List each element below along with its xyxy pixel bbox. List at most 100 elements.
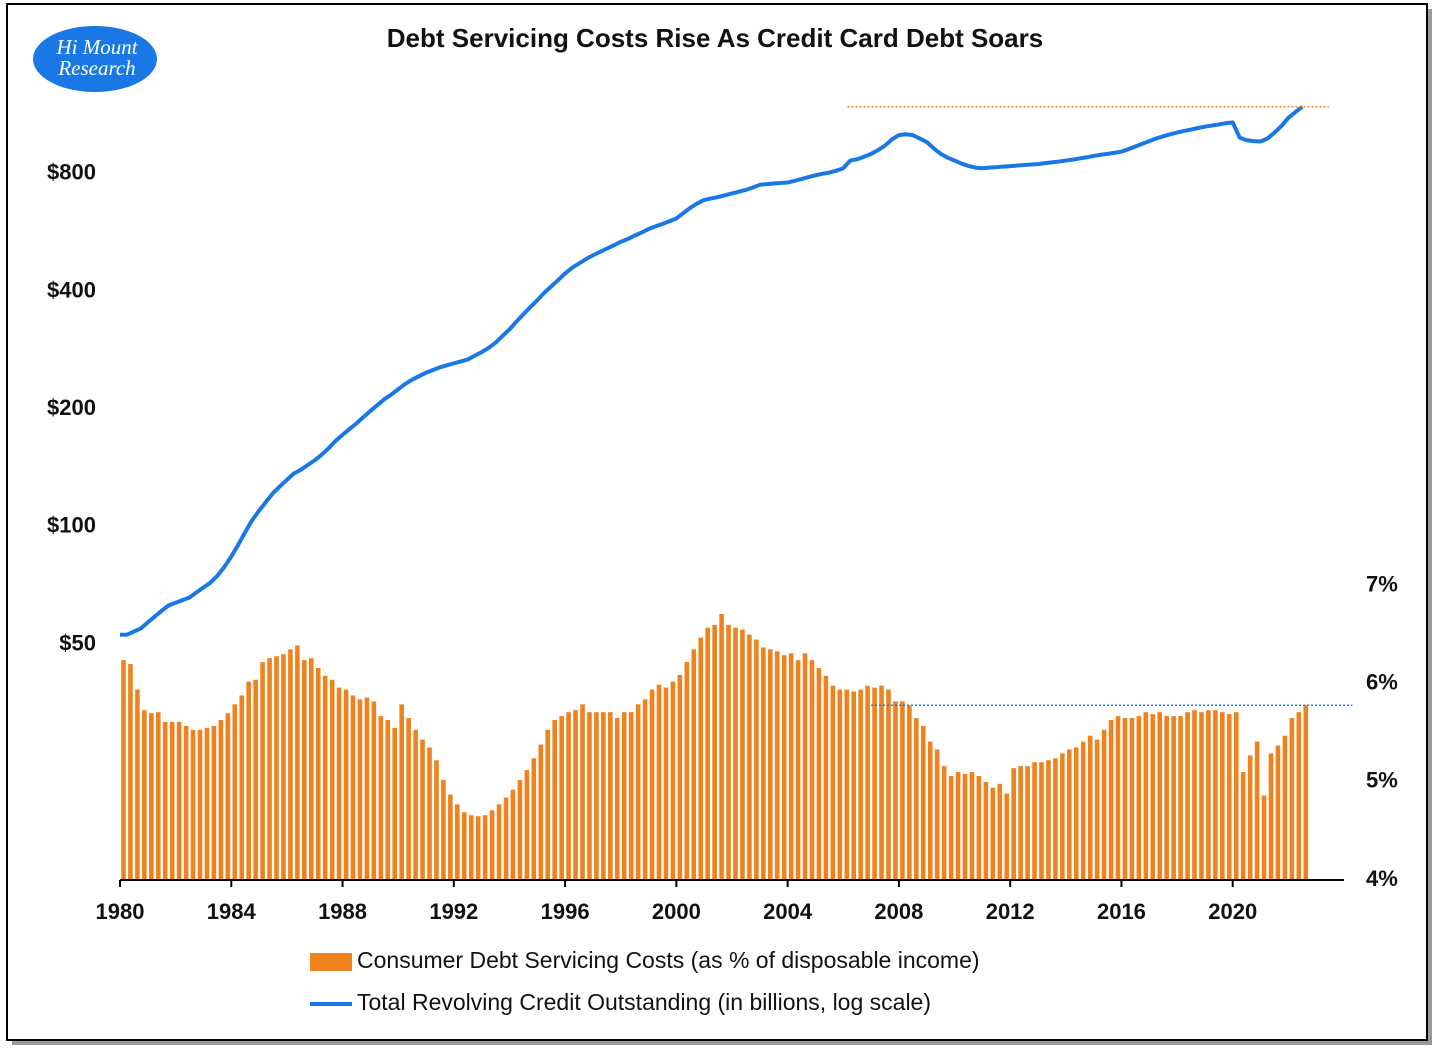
bar: [1296, 712, 1302, 880]
bar: [1046, 760, 1051, 880]
bar: [350, 695, 356, 880]
y-tick-label: $50: [59, 630, 96, 655]
bar: [781, 655, 787, 880]
bar: [656, 684, 662, 880]
bar: [865, 685, 870, 880]
legend-label: Total Revolving Credit Outstanding (in b…: [357, 989, 931, 1015]
bar: [802, 653, 808, 880]
bar: [1254, 741, 1260, 880]
bar: [1073, 747, 1079, 880]
x-tick-label: 2012: [986, 899, 1035, 924]
bar: [573, 710, 578, 880]
bar: [997, 783, 1003, 880]
bar: [893, 701, 898, 880]
bar: [1268, 753, 1274, 880]
bar: [392, 727, 398, 880]
y2-tick-label: 7%: [1366, 571, 1398, 596]
x-tick-label: 1980: [96, 899, 145, 924]
bar: [239, 695, 245, 880]
logo-text: Research: [57, 56, 135, 80]
bar: [142, 710, 147, 880]
bar: [1213, 710, 1218, 880]
bar: [1108, 720, 1114, 880]
x-tick-label: 1992: [429, 899, 478, 924]
bar: [1150, 714, 1156, 880]
bar: [1226, 714, 1232, 880]
bar: [162, 721, 168, 880]
bar: [232, 704, 238, 880]
bar: [1053, 758, 1058, 880]
bar: [169, 721, 175, 880]
bar: [1233, 712, 1239, 880]
x-tick-label: 2004: [763, 899, 813, 924]
bar: [1011, 768, 1016, 880]
bar: [399, 704, 404, 880]
bar: [552, 720, 557, 880]
bar: [1164, 716, 1169, 880]
x-tick-label: 2016: [1097, 899, 1146, 924]
bar: [204, 727, 210, 880]
bar: [879, 685, 884, 880]
bar: [1303, 705, 1309, 880]
x-tick-label: 1988: [318, 899, 367, 924]
bar: [1080, 741, 1086, 880]
bar: [420, 739, 425, 880]
bar: [1185, 712, 1190, 880]
bar: [955, 772, 961, 880]
bar: [948, 775, 954, 880]
bar: [628, 712, 634, 880]
bar: [761, 647, 766, 880]
bar: [288, 649, 293, 880]
bar: [677, 674, 683, 880]
bar: [754, 639, 759, 880]
bar: [559, 716, 564, 880]
bar: [684, 662, 690, 880]
bar: [886, 689, 891, 880]
bar: [920, 725, 926, 880]
bar: [503, 797, 509, 880]
y2-tick-label: 4%: [1366, 866, 1398, 891]
bar: [197, 729, 203, 880]
bar: [482, 815, 488, 880]
bar: [517, 779, 523, 880]
y-tick-label: $200: [47, 395, 96, 420]
bar: [406, 718, 411, 880]
bar: [468, 815, 474, 880]
bar: [281, 654, 286, 880]
bar: [267, 658, 272, 880]
bar: [1143, 712, 1149, 880]
bar: [253, 679, 258, 880]
bar: [357, 699, 363, 880]
bar: [302, 660, 307, 880]
bar: [1060, 753, 1065, 880]
bar: [371, 701, 377, 880]
bar: [329, 679, 335, 880]
bar: [1136, 716, 1142, 880]
bar: [1206, 710, 1211, 880]
logo-badge: [33, 26, 157, 92]
bar: [176, 721, 182, 880]
bar: [183, 725, 189, 880]
bar: [642, 699, 648, 880]
bar: [608, 712, 613, 880]
bar: [441, 779, 446, 880]
bar: [594, 712, 599, 880]
bar: [336, 687, 342, 880]
y2-tick-label: 5%: [1366, 768, 1398, 793]
bar: [1115, 716, 1121, 880]
bar: [712, 624, 717, 880]
bar: [698, 637, 704, 880]
legend-label: Consumer Debt Servicing Costs (as % of d…: [357, 947, 980, 973]
bar: [1178, 716, 1183, 880]
y-tick-label: $100: [47, 513, 96, 538]
bar: [496, 804, 502, 880]
bar: [121, 660, 126, 880]
bar: [211, 725, 217, 880]
bar: [1240, 772, 1246, 880]
bar: [308, 658, 314, 880]
legend-swatch: [310, 953, 352, 971]
bar: [927, 741, 933, 880]
bar: [448, 794, 453, 880]
bar: [1039, 762, 1044, 880]
